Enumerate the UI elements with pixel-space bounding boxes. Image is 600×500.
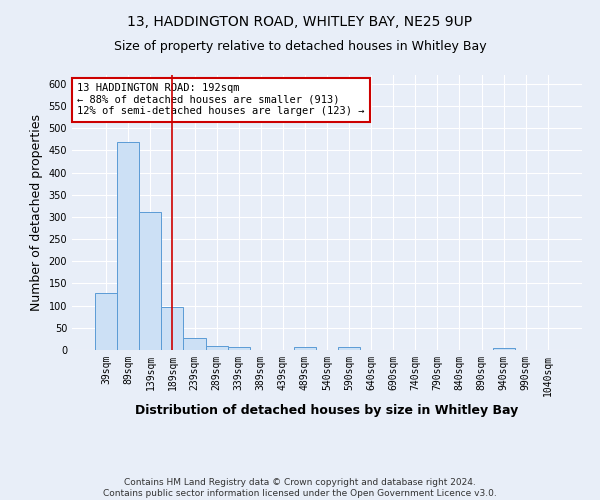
Bar [117,142,139,350]
Bar [227,347,250,350]
Text: 13, HADDINGTON ROAD, WHITLEY BAY, NE25 9UP: 13, HADDINGTON ROAD, WHITLEY BAY, NE25 9… [127,15,473,29]
Bar [493,348,515,350]
Bar [206,346,227,350]
Bar [184,338,206,350]
Text: Size of property relative to detached houses in Whitley Bay: Size of property relative to detached ho… [113,40,487,53]
Bar [294,348,316,350]
Y-axis label: Number of detached properties: Number of detached properties [30,114,43,311]
Bar [95,293,117,350]
Bar [161,308,184,350]
Bar [338,348,360,350]
X-axis label: Distribution of detached houses by size in Whitley Bay: Distribution of detached houses by size … [136,404,518,417]
Text: 13 HADDINGTON ROAD: 192sqm
← 88% of detached houses are smaller (913)
12% of sem: 13 HADDINGTON ROAD: 192sqm ← 88% of deta… [77,83,365,116]
Text: Contains HM Land Registry data © Crown copyright and database right 2024.
Contai: Contains HM Land Registry data © Crown c… [103,478,497,498]
Bar [139,212,161,350]
